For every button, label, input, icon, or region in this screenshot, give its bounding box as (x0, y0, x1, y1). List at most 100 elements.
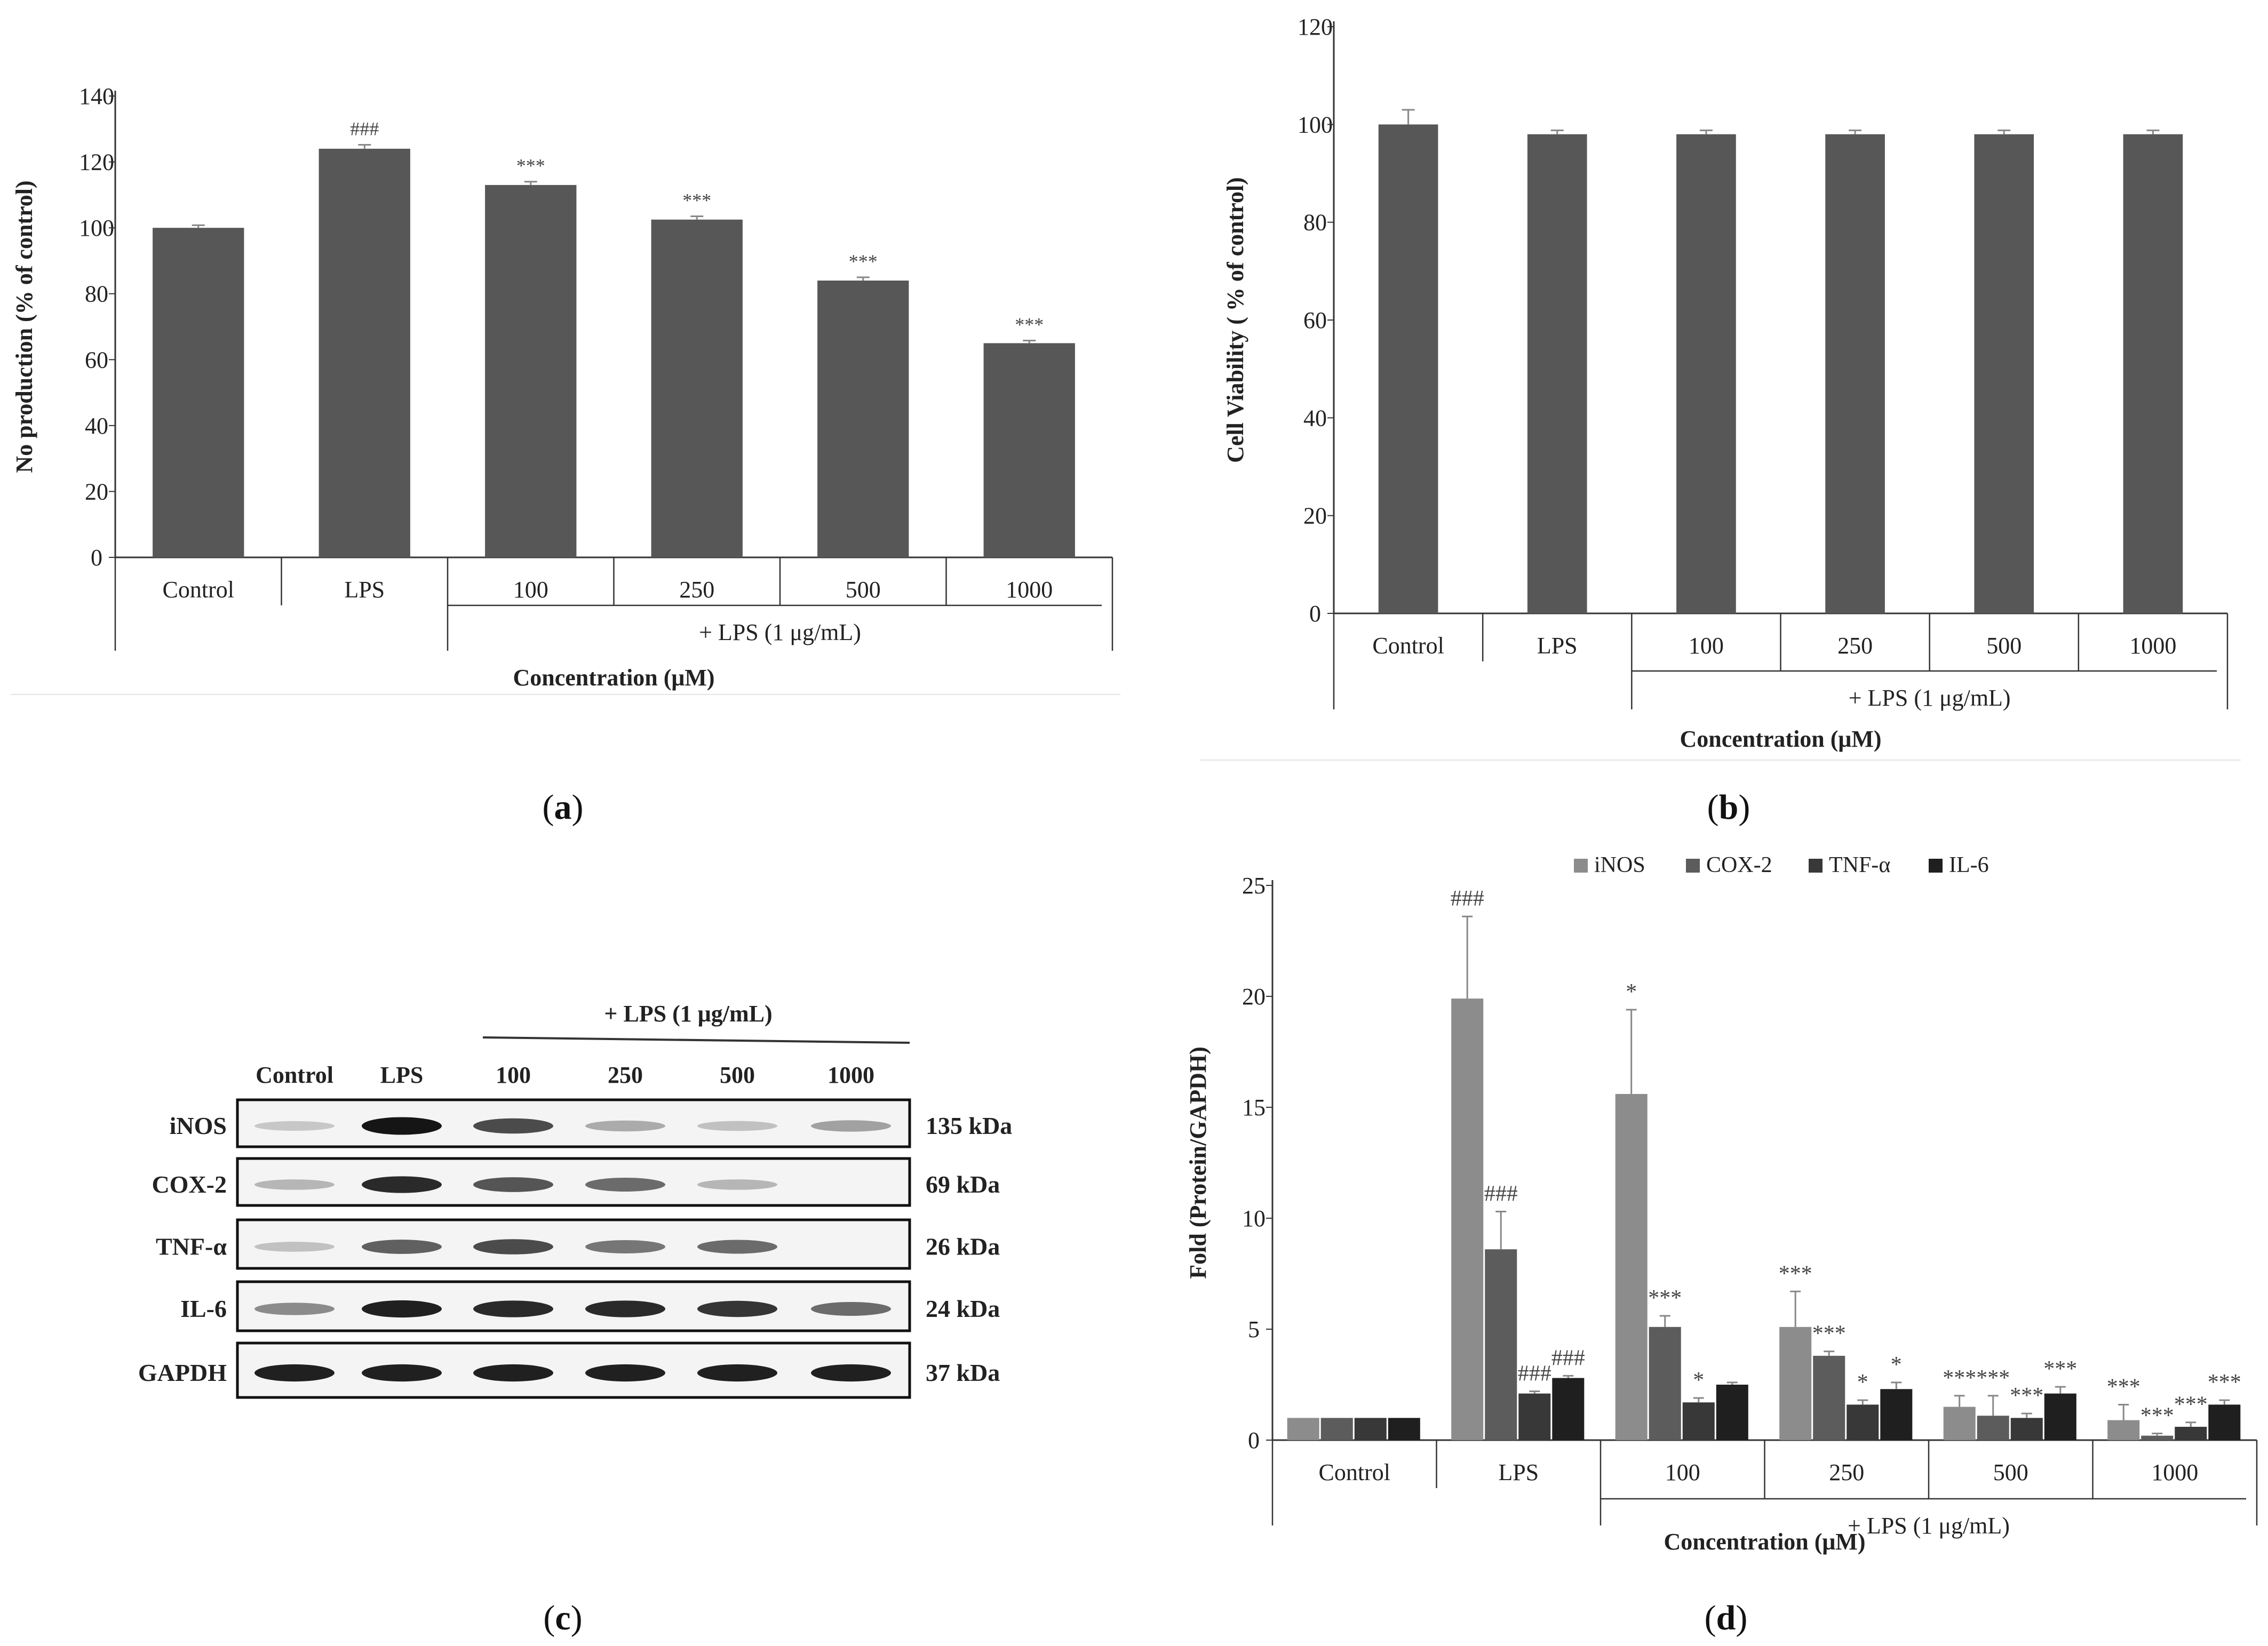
y-tick-label: 20 (85, 478, 108, 505)
bar (1518, 1393, 1551, 1440)
y-tick-label: 15 (1242, 1094, 1266, 1121)
y-tick-label: 80 (1303, 210, 1327, 236)
protein-band (697, 1300, 777, 1317)
bar (2044, 1393, 2076, 1440)
protein-band (585, 1364, 665, 1382)
bar (153, 228, 244, 558)
y-tick-label: 40 (1303, 405, 1327, 431)
panel-label-b: (b) (1707, 788, 1750, 827)
x-tick-label: 250 (1829, 1459, 1864, 1485)
y-tick-label: 0 (91, 545, 102, 571)
y-tick-label: 20 (1242, 984, 1266, 1010)
x-tick-label: 1000 (1006, 577, 1053, 603)
x-tick-label: 100 (1665, 1459, 1700, 1485)
x-tick-label: 250 (679, 577, 714, 603)
molecular-weight-label: 26 kDa (926, 1233, 1000, 1260)
bar (1378, 124, 1438, 614)
protein-label: TNF-α (156, 1233, 227, 1260)
bar (319, 148, 410, 557)
group-label: + LPS (1 μg/mL) (1849, 685, 2011, 711)
legend-label: IL-6 (1949, 853, 1989, 877)
protein-band (254, 1364, 335, 1382)
x-tick-label: 1000 (2151, 1459, 2198, 1485)
protein-band (811, 1302, 891, 1316)
significance-label: ### (350, 118, 379, 139)
bar (1779, 1327, 1812, 1440)
x-tick-label: 500 (1986, 633, 2022, 659)
bar (2123, 134, 2183, 613)
significance-label: * (1857, 1370, 1868, 1395)
y-tick-label: 100 (1298, 111, 1333, 138)
protein-band (254, 1242, 335, 1252)
bar (1615, 1094, 1648, 1440)
bar (1847, 1404, 1879, 1440)
significance-label: *** (1812, 1322, 1846, 1346)
significance-label: * (1693, 1368, 1704, 1393)
significance-label: *** (516, 155, 545, 177)
y-tick-label: 20 (1303, 503, 1327, 529)
y-tick-label: 10 (1242, 1205, 1266, 1232)
significance-label: * (1626, 980, 1637, 1004)
lane-label: 500 (720, 1062, 755, 1088)
y-tick-label: 0 (1248, 1427, 1260, 1453)
lane-label: 250 (608, 1062, 643, 1088)
blot-row-box (236, 1280, 911, 1332)
lane-label: Control (256, 1062, 333, 1088)
molecular-weight-label: 37 kDa (926, 1359, 1000, 1386)
y-tick-label: 120 (79, 149, 114, 175)
bar (1716, 1385, 1748, 1440)
blot-row-box (236, 1157, 911, 1207)
y-axis-label: No production (% of control) (11, 180, 37, 473)
bar (1649, 1327, 1681, 1440)
protein-band (473, 1118, 553, 1134)
x-axis-label: Concentration (μM) (513, 665, 714, 691)
lane-label: 1000 (827, 1062, 874, 1088)
molecular-weight-label: 135 kDa (926, 1112, 1012, 1139)
significance-label: *** (2010, 1384, 2043, 1408)
protein-band (362, 1364, 442, 1382)
bar (1825, 134, 1885, 613)
bar (1552, 1378, 1585, 1440)
bar (1320, 1418, 1353, 1440)
protein-band (585, 1300, 665, 1317)
group-label: + LPS (1 μg/mL) (1848, 1513, 2010, 1539)
bar (1943, 1407, 1976, 1440)
lane-label: 100 (496, 1062, 531, 1088)
bar (2107, 1420, 2140, 1440)
y-tick-label: 60 (85, 347, 108, 373)
bar (1485, 1249, 1517, 1440)
significance-label: ### (1551, 1346, 1585, 1370)
bar (1880, 1389, 1913, 1440)
x-tick-label: 100 (1689, 633, 1724, 659)
bar (1676, 134, 1736, 613)
significance-label: *** (2208, 1370, 2241, 1395)
bar (1977, 1416, 2009, 1440)
blot-row-box (236, 1341, 911, 1399)
x-tick-label: 500 (1993, 1459, 2028, 1485)
chart-b: 0 20 40 60 80 100 120 Cell Viability ( % of con… (1200, 14, 2241, 761)
panel-label-a: (a) (543, 788, 584, 827)
protein-band (697, 1364, 777, 1382)
significance-label: *** (682, 190, 711, 211)
bar (2175, 1427, 2207, 1440)
bar (1527, 134, 1587, 613)
protein-band (811, 1120, 891, 1132)
protein-band (254, 1121, 335, 1131)
x-axis-label: Concentration (μM) (1664, 1529, 1865, 1555)
x-tick-label: Control (1372, 633, 1444, 659)
significance-label: *** (2043, 1357, 2077, 1381)
bar (2141, 1435, 2174, 1440)
x-tick-label: 250 (1837, 633, 1873, 659)
significance-label: *** (1779, 1261, 1812, 1286)
bar (1451, 998, 1484, 1440)
y-tick-label: 100 (79, 215, 114, 241)
protein-label: IL-6 (180, 1295, 227, 1322)
bar (1682, 1402, 1715, 1440)
bar (2010, 1418, 2043, 1440)
bar (2208, 1404, 2241, 1440)
x-tick-label: 1000 (2129, 633, 2176, 659)
bar (651, 219, 743, 558)
protein-band (362, 1117, 442, 1135)
